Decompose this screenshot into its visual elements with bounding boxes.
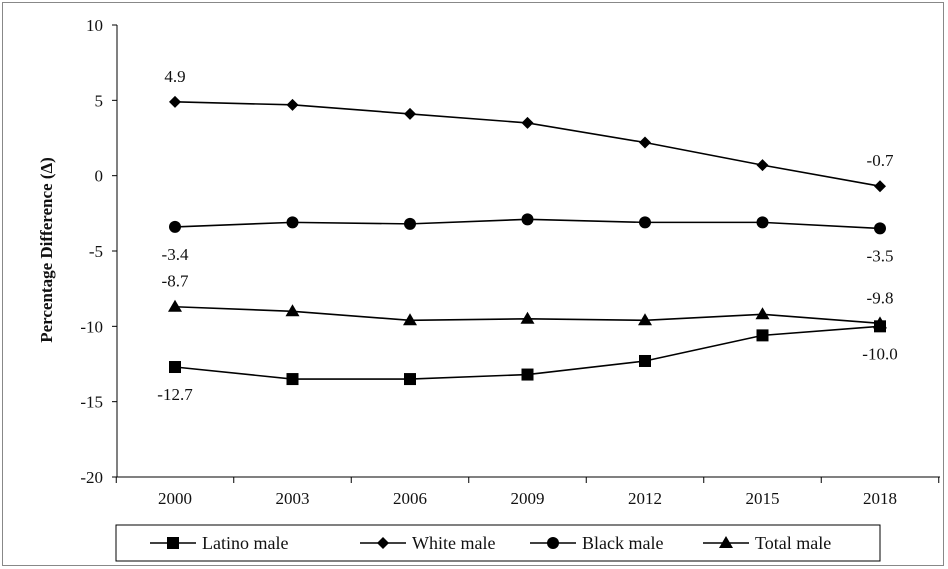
- data-point: [755, 307, 770, 320]
- data-label: -8.7: [162, 272, 189, 291]
- data-label: -3.4: [162, 245, 189, 264]
- legend-marker: [167, 537, 179, 549]
- data-label: -3.5: [867, 246, 894, 265]
- data-point: [286, 373, 299, 386]
- y-tick-labels: 10 5 0 -5 -10 -15 -20: [80, 16, 103, 487]
- axes: [112, 24, 940, 483]
- data-point: [874, 222, 886, 235]
- series-black-male: [169, 213, 886, 235]
- legend-item: Latino male: [150, 533, 288, 553]
- data-point: [286, 98, 299, 111]
- data-point: [169, 361, 181, 374]
- legend-marker: [547, 537, 559, 549]
- data-point: [169, 95, 181, 108]
- data-label: 4.9: [164, 67, 185, 86]
- data-point: [285, 304, 300, 317]
- data-label: -9.8: [867, 288, 894, 307]
- series-total-male: [168, 299, 887, 329]
- data-label: -10.0: [862, 344, 897, 363]
- x-tick-label: 2018: [863, 489, 897, 508]
- data-point: [286, 216, 299, 229]
- x-tick-label: 2012: [628, 489, 662, 508]
- legend-marker: [377, 537, 389, 549]
- data-label: -12.7: [157, 385, 193, 404]
- x-tick-label: 2003: [276, 489, 310, 508]
- data-point: [521, 368, 534, 381]
- data-point: [404, 217, 416, 230]
- legend-box: [115, 524, 881, 562]
- legend-marker: [719, 536, 733, 548]
- x-tick-label: 2015: [746, 489, 780, 508]
- legend: Latino male White male Black male Total mal…: [115, 524, 881, 562]
- y-tick-label: -20: [80, 468, 103, 487]
- data-point: [756, 329, 769, 342]
- data-point: [639, 216, 651, 229]
- legend-item: Black male: [530, 533, 663, 553]
- x-tick-label: 2009: [511, 489, 545, 508]
- data-point: [169, 220, 181, 233]
- x-tick-labels: 2000 2003 2006 2009 2012 2015 2018: [158, 489, 897, 508]
- data-point: [756, 159, 769, 172]
- y-tick-label: 0: [95, 167, 104, 186]
- y-tick-label: -5: [89, 242, 103, 261]
- y-tick-label: 5: [95, 91, 104, 110]
- data-labels: 4.9 -0.7 -3.4 -3.5 -8.7 -9.8 -12.7 -10.0: [157, 67, 897, 404]
- data-label: -0.7: [867, 151, 894, 170]
- series-group: [168, 95, 887, 386]
- series-latino-male: [169, 320, 886, 386]
- legend-item: White male: [360, 533, 495, 553]
- data-point: [521, 116, 534, 129]
- legend-item: Total male: [703, 533, 831, 553]
- data-point: [638, 313, 652, 326]
- y-tick-label: -15: [80, 393, 103, 412]
- data-point: [874, 180, 886, 193]
- legend-label: White male: [412, 533, 495, 553]
- data-point: [404, 107, 416, 120]
- data-point: [873, 316, 887, 329]
- legend-label: Latino male: [202, 533, 288, 553]
- y-axis-label: Percentage Difference (Δ): [37, 157, 56, 343]
- data-point: [520, 311, 535, 324]
- data-point: [403, 313, 417, 326]
- data-point: [756, 216, 769, 229]
- data-point: [404, 373, 416, 386]
- y-tick-label: 10: [86, 16, 103, 35]
- legend-label: Total male: [755, 533, 831, 553]
- data-point: [521, 213, 534, 226]
- data-point: [168, 299, 182, 312]
- series-white-male: [169, 95, 886, 193]
- x-tick-label: 2006: [393, 489, 427, 508]
- series-line: [174, 101, 881, 188]
- data-point: [639, 354, 651, 367]
- x-tick-label: 2000: [158, 489, 192, 508]
- data-point: [639, 136, 651, 149]
- legend-label: Black male: [582, 533, 663, 553]
- y-tick-label: -10: [80, 317, 103, 336]
